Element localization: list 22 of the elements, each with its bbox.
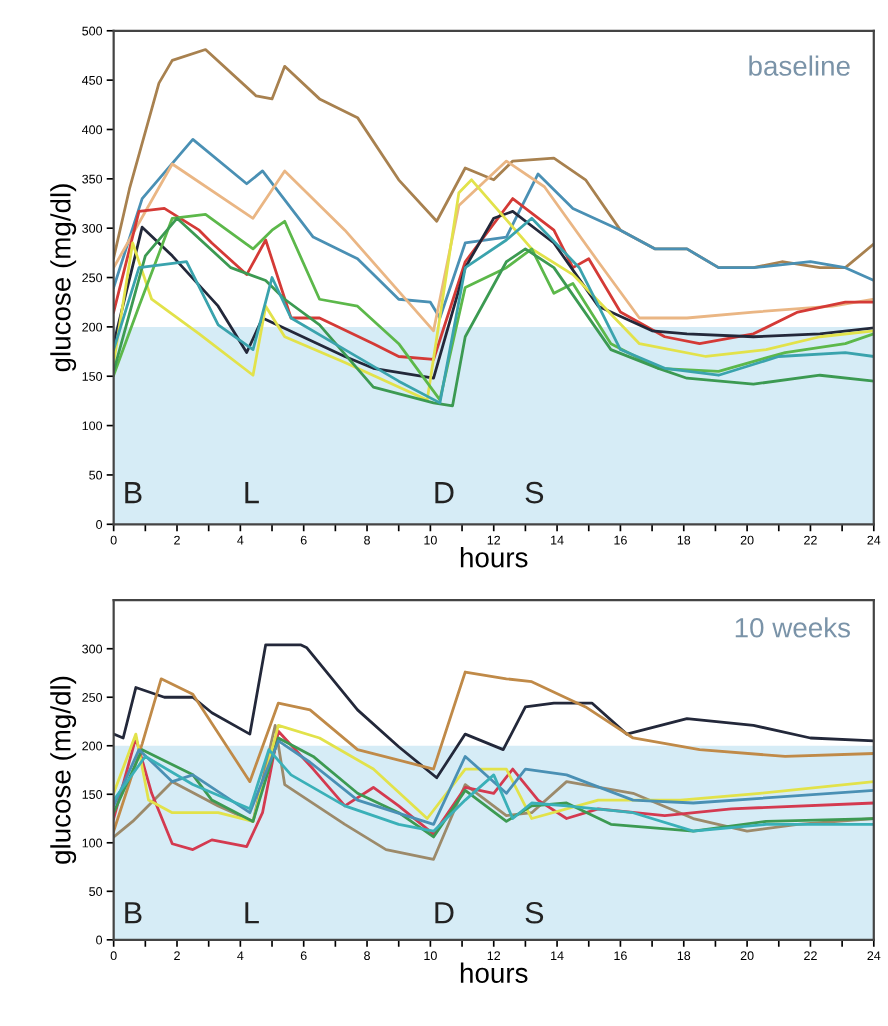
y-axis-title: glucose (mg/dl) bbox=[50, 676, 77, 864]
y-axis-title: glucose (mg/dl) bbox=[50, 184, 77, 372]
line-series bbox=[113, 643, 874, 780]
annotation: L bbox=[245, 902, 259, 924]
annotation: S bbox=[525, 481, 544, 504]
x-axis-title: hours bbox=[460, 962, 528, 983]
line-series bbox=[113, 178, 874, 402]
chart-title: 10 weeks bbox=[735, 617, 850, 638]
annotation: L bbox=[245, 482, 259, 504]
text: baseline bbox=[749, 55, 850, 76]
annotation: D bbox=[435, 902, 454, 924]
line-series bbox=[113, 736, 874, 839]
line-series bbox=[113, 670, 874, 833]
line-series bbox=[113, 159, 874, 333]
line-series bbox=[113, 723, 874, 823]
annotation: B bbox=[125, 482, 142, 504]
annotation: B bbox=[125, 902, 142, 924]
annotation: D bbox=[435, 482, 454, 504]
x-axis-title: hours bbox=[460, 547, 528, 568]
line-series bbox=[113, 137, 874, 320]
line-series bbox=[113, 197, 874, 361]
annotation: S bbox=[525, 901, 544, 924]
